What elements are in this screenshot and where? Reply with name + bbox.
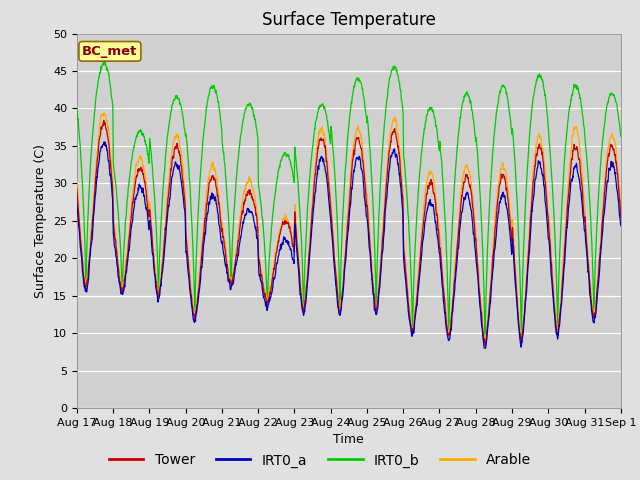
X-axis label: Time: Time — [333, 433, 364, 446]
Legend: Tower, IRT0_a, IRT0_b, Arable: Tower, IRT0_a, IRT0_b, Arable — [103, 448, 537, 473]
Text: BC_met: BC_met — [82, 45, 138, 58]
Y-axis label: Surface Temperature (C): Surface Temperature (C) — [35, 144, 47, 298]
Title: Surface Temperature: Surface Temperature — [262, 11, 436, 29]
